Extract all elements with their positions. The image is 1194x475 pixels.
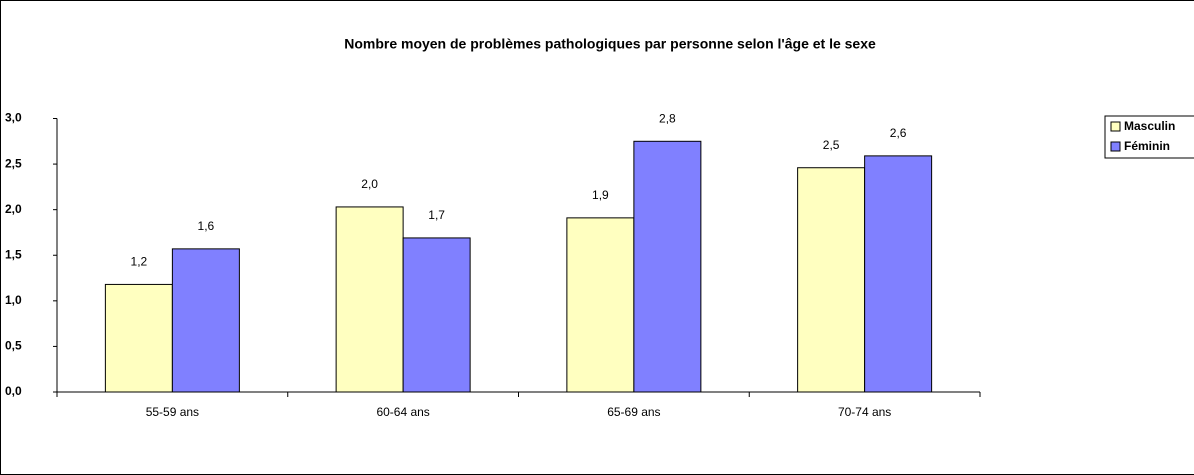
legend-label: Masculin [1124, 119, 1175, 133]
x-tick-label: 60-64 ans [376, 405, 429, 419]
x-tick-label: 65-69 ans [607, 405, 660, 419]
y-tick-label: 2,0 [5, 202, 22, 216]
y-tick-label: 3,0 [5, 111, 22, 125]
data-label: 2,0 [361, 177, 378, 191]
y-tick-label: 1,0 [5, 293, 22, 307]
bar [104, 283, 173, 393]
bar [402, 237, 471, 393]
bar [797, 167, 866, 393]
data-label: 1,2 [131, 255, 148, 269]
data-label: 1,7 [428, 208, 445, 222]
data-label: 1,6 [198, 219, 215, 233]
legend-swatch [1110, 141, 1121, 152]
bar [335, 206, 404, 393]
x-tick-label: 70-74 ans [838, 405, 891, 419]
chart-title: Nombre moyen de problèmes pathologiques … [344, 36, 876, 52]
legend-swatch [1110, 121, 1121, 132]
legend-label: Féminin [1124, 139, 1170, 153]
bar [864, 155, 933, 393]
data-label: 2,5 [823, 138, 840, 152]
bar [171, 248, 240, 393]
data-label: 2,6 [890, 126, 907, 140]
bar [566, 217, 635, 393]
data-label: 1,9 [592, 188, 609, 202]
y-tick-label: 0,5 [5, 339, 22, 353]
y-tick-label: 2,5 [5, 156, 22, 170]
y-tick-label: 0,0 [5, 384, 22, 398]
data-label: 2,8 [659, 111, 676, 125]
x-tick-label: 55-59 ans [146, 405, 199, 419]
y-tick-label: 1,5 [5, 247, 22, 261]
bar [633, 140, 702, 393]
